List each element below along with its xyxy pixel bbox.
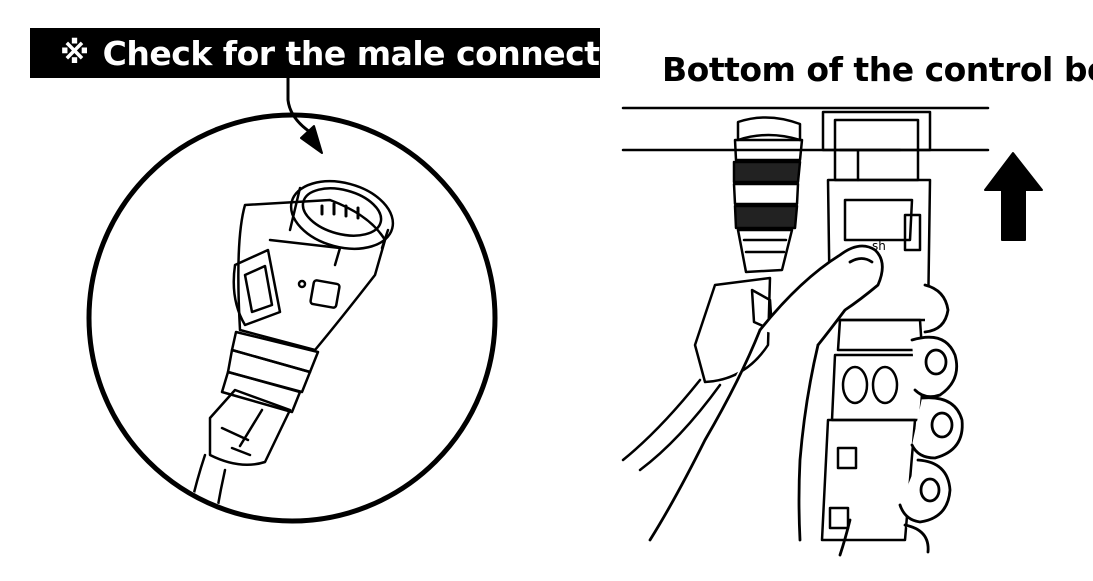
male-connector-detail — [86, 76, 498, 524]
magnifier-circle — [86, 112, 498, 524]
up-arrow-icon — [984, 152, 1043, 241]
control-box-install: sh — [621, 106, 1043, 557]
hand — [648, 244, 964, 557]
reference-mark: ※ — [60, 35, 89, 71]
female-connector — [621, 116, 804, 472]
control-box-title: Bottom of the control box — [662, 50, 1093, 89]
male-connector-label: ※ Check for the male connector — [30, 28, 638, 78]
male-connector-label-text: Check for the male connector — [102, 33, 638, 73]
male-connector-drawing — [178, 180, 395, 518]
